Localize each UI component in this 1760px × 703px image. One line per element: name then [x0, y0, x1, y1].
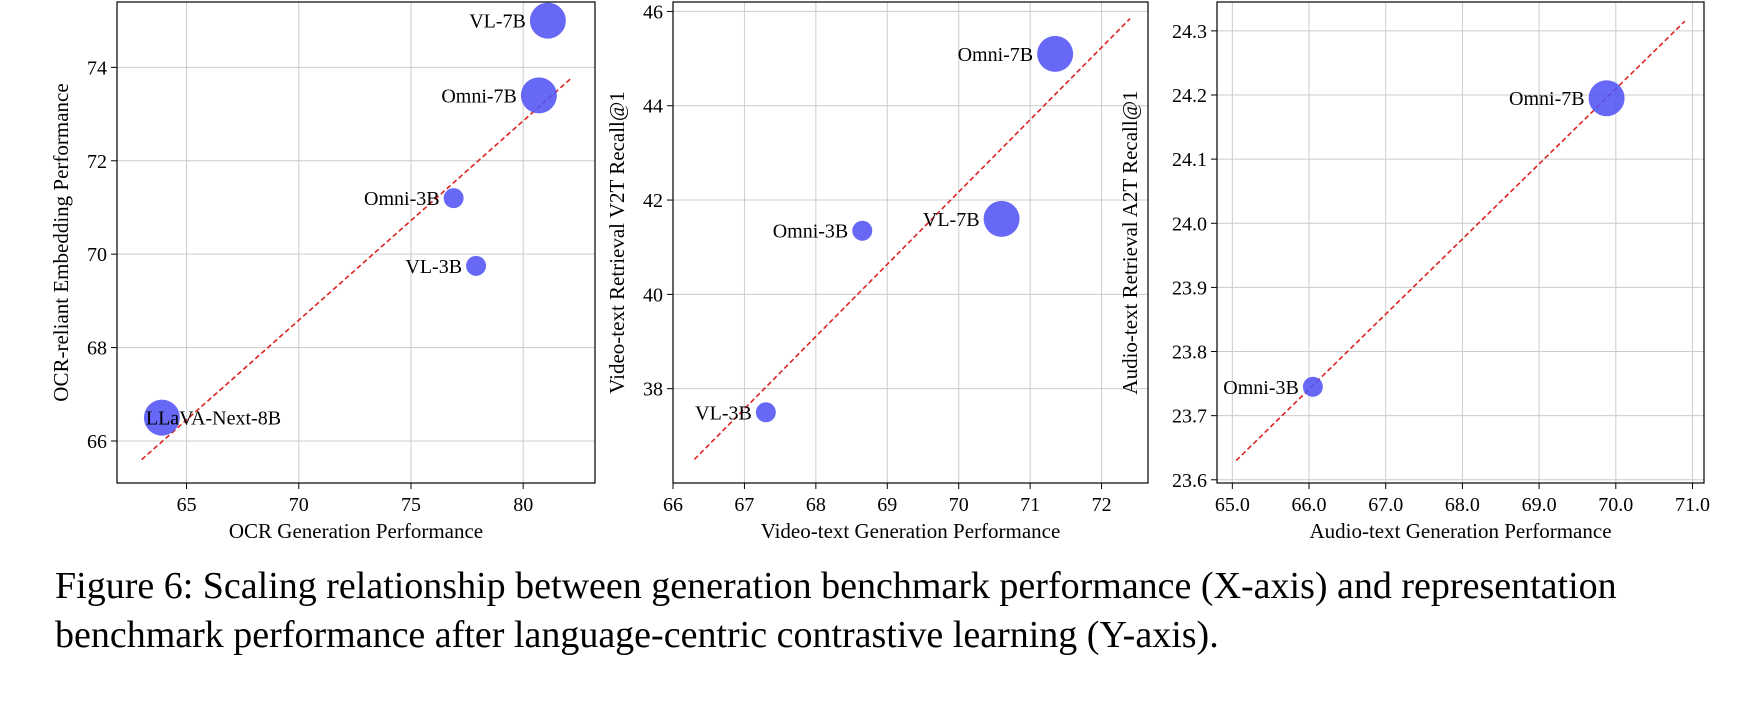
y-axis-label: Audio-text Retrieval A2T Recall@1: [1118, 90, 1142, 394]
data-point: [466, 255, 487, 276]
x-tick-label: 69.0: [1522, 494, 1557, 516]
x-tick-label: 70.0: [1598, 494, 1633, 516]
x-tick-label: 70: [949, 494, 969, 516]
point-label: Omni-7B: [1509, 88, 1585, 110]
y-tick-label: 23.6: [1172, 470, 1207, 492]
scatter-charts: 65 70 75 80 66 68 70 72 74 VL-7B Omni-7B Omni-3B VL-…: [49, 1, 1710, 543]
point-label: VL-7B: [469, 11, 526, 33]
x-tick-label: 72: [1092, 494, 1112, 516]
figure-panels: 65 70 75 80 66 68 70 72 74 VL-7B Omni-7B Omni-3B VL-…: [49, 1, 1710, 543]
figure-caption: Figure 6: Scaling relationship between g…: [55, 565, 1617, 656]
data-point: [755, 402, 776, 423]
x-tick-label: 65: [177, 494, 197, 516]
scatter-panel-3: 65.0 66.0 67.0 68.0 69.0 70.0 71.0 23.6 23.7 23.8…: [1118, 1, 1710, 543]
data-point: [1588, 80, 1625, 117]
y-tick-label: 24.2: [1172, 85, 1207, 107]
data-point: [520, 77, 557, 114]
x-tick-label: 66.0: [1292, 494, 1327, 516]
trend-line: [141, 78, 571, 461]
x-tick-label: 68.0: [1445, 494, 1480, 516]
data-point: [529, 2, 566, 39]
scatter-panel-2: 66 67 68 69 70 71 72 38 40 42 44 46 Omni-7B Omni-3B VL…: [605, 1, 1149, 543]
y-tick-label: 68: [87, 338, 107, 360]
x-tick-label: 71: [1020, 494, 1040, 516]
y-tick-label: 74: [87, 57, 107, 79]
x-tick-label: 80: [513, 494, 533, 516]
point-label: VL-3B: [405, 256, 462, 278]
y-tick-label: 24.3: [1172, 21, 1207, 43]
point-label: VL-7B: [923, 209, 980, 231]
y-tick-label: 24.0: [1172, 213, 1207, 235]
data-point: [852, 220, 873, 241]
scatter-panel-1: 65 70 75 80 66 68 70 72 74 VL-7B Omni-7B Omni-3B VL-…: [49, 1, 596, 543]
point-label: Omni-3B: [364, 188, 440, 210]
data-point: [983, 200, 1020, 237]
data-point: [143, 399, 180, 436]
point-label: LLaVA-Next-8B: [146, 408, 281, 430]
y-tick-label: 24.1: [1172, 149, 1207, 171]
data-point: [1302, 376, 1323, 397]
x-axis-label: Audio-text Generation Performance: [1309, 519, 1611, 543]
point-label: Omni-3B: [773, 221, 849, 243]
data-point: [1037, 35, 1074, 72]
y-tick-label: 23.9: [1172, 277, 1207, 299]
x-tick-label: 69: [877, 494, 897, 516]
x-tick-label: 66: [663, 494, 683, 516]
y-tick-label: 38: [643, 379, 663, 401]
plot-frame: [672, 1, 1149, 484]
y-tick-label: 70: [87, 244, 107, 266]
plot-frame: [116, 1, 596, 484]
x-tick-label: 67.0: [1368, 494, 1403, 516]
y-tick-label: 46: [643, 1, 663, 23]
point-label: Omni-7B: [958, 44, 1034, 66]
y-tick-label: 42: [643, 190, 663, 212]
y-axis-label: OCR-reliant Embedding Performance: [49, 83, 73, 401]
point-label: VL-3B: [695, 402, 752, 424]
y-tick-label: 23.8: [1172, 342, 1207, 364]
x-axis-label: Video-text Generation Performance: [761, 519, 1061, 543]
y-tick-label: 23.7: [1172, 406, 1207, 428]
x-tick-label: 70: [289, 494, 309, 516]
point-label: Omni-3B: [1223, 377, 1299, 399]
x-tick-label: 75: [401, 494, 421, 516]
y-tick-label: 44: [643, 96, 663, 118]
y-tick-label: 72: [87, 151, 107, 173]
x-axis-label: OCR Generation Performance: [229, 519, 483, 543]
y-tick-label: 40: [643, 284, 663, 306]
trend-line: [693, 17, 1131, 460]
plot-frame: [1216, 1, 1705, 484]
x-tick-label: 71.0: [1675, 494, 1710, 516]
data-point: [443, 188, 464, 209]
x-tick-label: 65.0: [1215, 494, 1250, 516]
x-tick-label: 67: [734, 494, 754, 516]
y-axis-label: Video-text Retrieval V2T Recall@1: [605, 91, 629, 393]
point-label: Omni-7B: [441, 85, 517, 107]
x-tick-label: 68: [806, 494, 826, 516]
y-tick-label: 66: [87, 431, 107, 453]
